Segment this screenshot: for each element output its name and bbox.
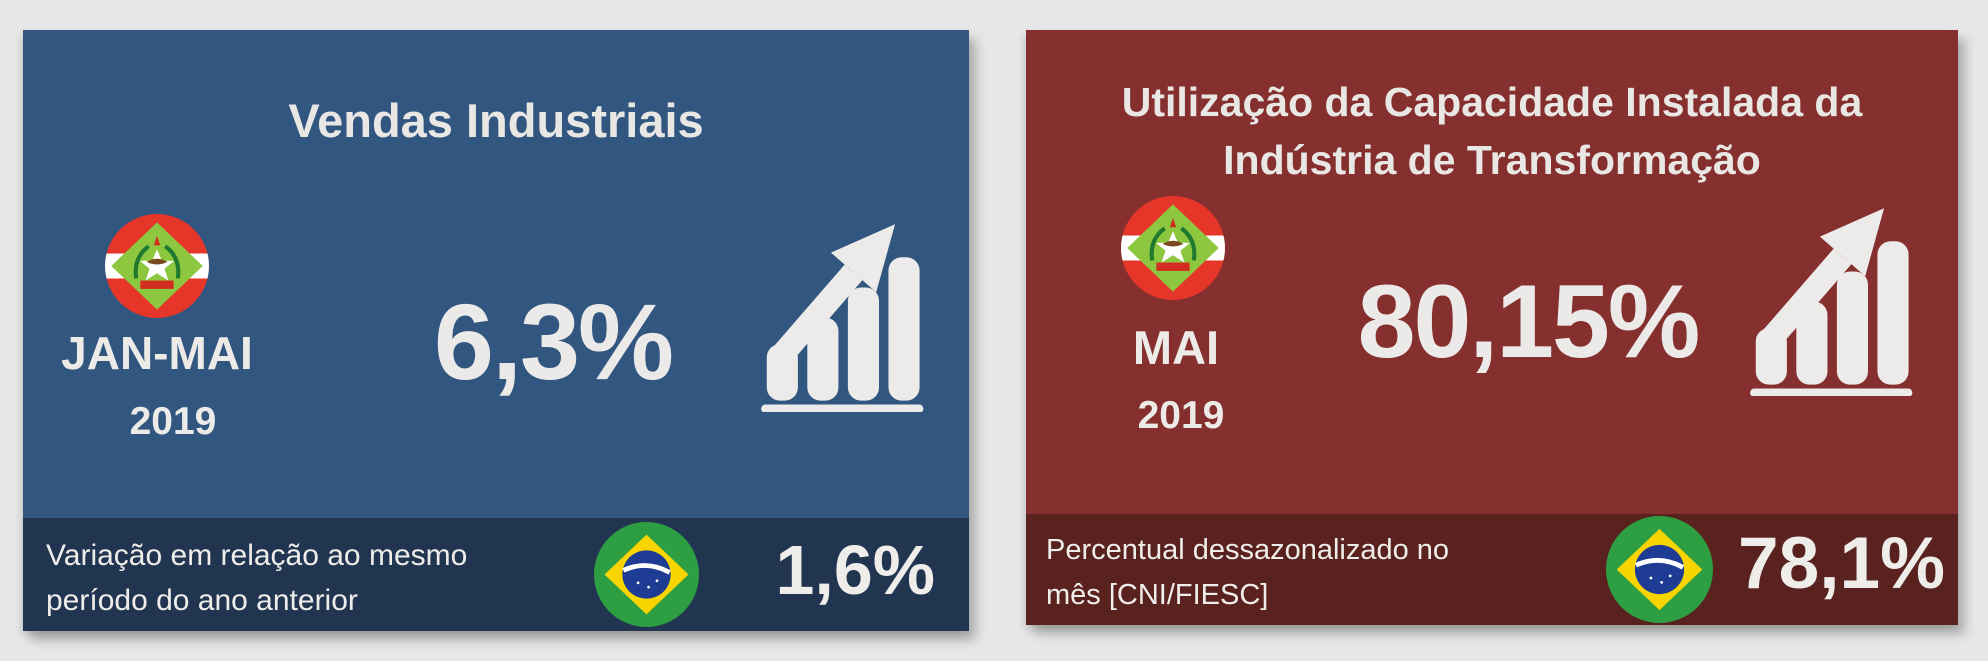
capacity-period-months: MAI: [1132, 321, 1220, 374]
sales-card: Vendas Industriais JAN-MAI 2019 6,3: [23, 30, 969, 631]
sales-card-footer: Variação em relação ao mesmo período do …: [23, 518, 969, 631]
sales-period-year: 2019: [129, 400, 217, 443]
capacity-benchmark-value: 78,1%: [1738, 523, 1945, 604]
santa-catarina-flag-icon: [105, 214, 209, 318]
sales-benchmark-value: 1,6%: [775, 531, 935, 609]
santa-catarina-flag-icon: [1121, 196, 1225, 300]
sales-period-months: JAN-MAI: [61, 327, 253, 379]
capacity-footer-note-line1: Percentual dessazonalizado no: [1046, 534, 1450, 566]
sales-main-value: 6,3%: [433, 281, 674, 402]
sales-footer-note-line2: período do ano anterior: [46, 584, 358, 617]
capacity-card-title-line1: Utilização da Capacidade Instalada da: [1121, 79, 1863, 126]
capacity-card: Utilização da Capacidade Instalada da In…: [1026, 30, 1958, 625]
capacity-card-footer: Percentual dessazonalizado no mês [CNI/F…: [1026, 514, 1958, 625]
capacity-footer-note-line2: mês [CNI/FIESC]: [1046, 578, 1269, 611]
sales-card-title: Vendas Industriais: [288, 94, 704, 148]
bar-chart-up-arrow-icon: [1740, 196, 1930, 397]
sales-footer-note-line1: Variação em relação ao mesmo: [46, 539, 468, 572]
capacity-main-value: 80,15%: [1357, 264, 1701, 380]
capacity-period-year: 2019: [1137, 394, 1225, 437]
brazil-flag-icon: [1606, 516, 1713, 623]
sales-footer-note: Variação em relação ao mesmo período do …: [46, 533, 467, 623]
bar-chart-up-arrow-icon: [756, 212, 936, 413]
capacity-card-title-line2: Indústria de Transformação: [1223, 136, 1761, 183]
capacity-card-title: Utilização da Capacidade Instalada da In…: [1026, 74, 1958, 189]
brazil-flag-icon: [594, 522, 699, 627]
capacity-footer-note: Percentual dessazonalizado no mês [CNI/F…: [1046, 528, 1449, 618]
